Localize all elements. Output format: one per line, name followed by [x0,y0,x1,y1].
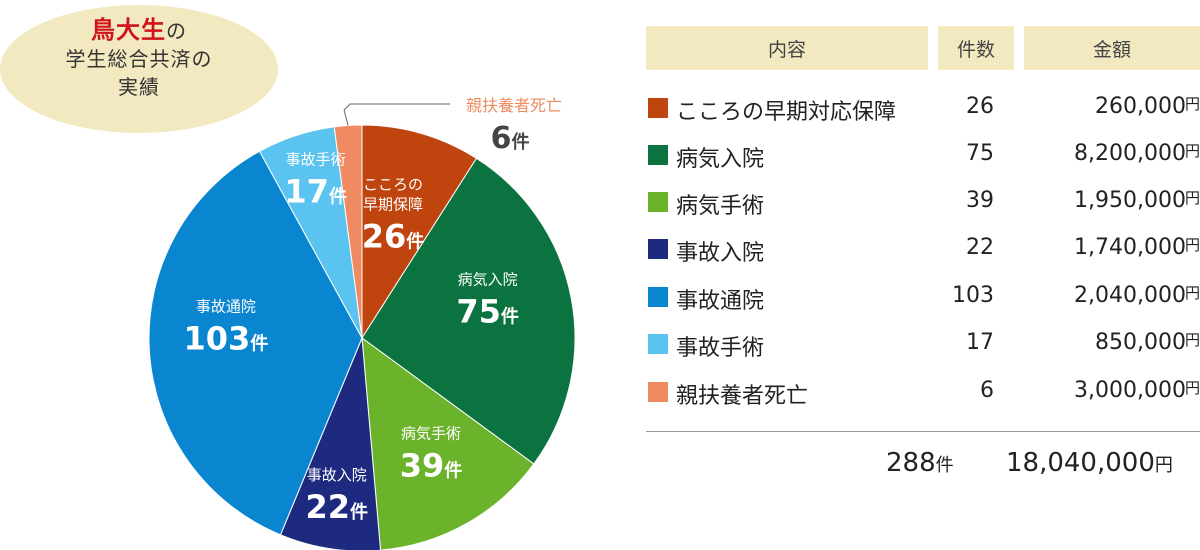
title-emphasis: 鳥大生 [91,16,166,44]
row-amount-value: 1,950,000 [1074,188,1186,213]
total-amount-value: 18,040,000 [1006,448,1155,478]
pie-slice [361,157,576,465]
row-name: 病気入院 [676,147,765,172]
yen-unit: 円 [1184,236,1200,254]
row-amount: 1,950,000 円 [1074,188,1200,213]
slice-label-name: 事故入院 [307,466,367,484]
slice-label-name: 病気手術 [401,425,461,443]
yen-unit: 円 [1184,95,1200,113]
table-row: 病気入院 75 8,200,000 円 [646,135,1200,175]
slice-label-name: こころの [363,176,423,194]
pie-labels: こころの早期保障26件病気入院75件病気手術39件事故入院22件事故通院103件… [183,96,562,526]
legend-swatch [648,145,668,165]
slice-label-name: 事故手術 [286,150,346,168]
row-count: 103 [952,283,994,308]
yen-unit: 円 [1184,331,1200,349]
slice-label-name: 病気入院 [458,270,518,288]
title-badge [0,5,278,133]
legend-swatch [648,98,668,118]
row-count: 17 [966,330,994,355]
row-name: 病気手術 [676,194,765,219]
row-amount-value: 2,040,000 [1074,283,1186,308]
row-count: 6 [980,378,994,403]
slice-label-count: 26件 [362,218,425,256]
slice-label-name: 親扶養者死亡 [466,96,562,115]
pie-slice [361,124,478,340]
count-unit: 件 [250,332,268,354]
count-unit: 件 [511,131,529,153]
row-amount-value: 8,200,000 [1074,141,1186,166]
slice-label-name: 事故通院 [196,297,256,315]
row-name: 親扶養者死亡 [676,384,809,409]
row-amount: 2,040,000 円 [1074,283,1200,308]
header-amount: 金額 [1024,26,1200,70]
pie-slice [148,150,363,536]
yen-unit: 円 [1184,189,1200,207]
total-divider [646,431,1200,432]
table-row: 事故入院 22 1,740,000 円 [646,229,1200,269]
row-name: 事故手術 [676,336,765,361]
slice-label-count: 75件 [456,292,519,330]
count-unit: 件 [350,501,368,523]
row-count: 39 [966,188,994,213]
count-unit: 件 [406,231,424,253]
table-row: 事故手術 17 850,000 円 [646,324,1200,364]
pie-slice [361,336,535,550]
slice-label-count: 6件 [491,121,530,156]
row-name: 事故入院 [676,241,765,266]
pie-slices [148,124,576,550]
legend-swatch [648,382,668,402]
title-line1-rest: の [166,19,187,43]
row-count: 75 [966,141,994,166]
leader-line [343,103,450,126]
total-count: 288件 [886,448,954,478]
total-amount: 18,040,000円 [1006,448,1173,478]
count-unit: 件 [329,185,347,207]
table-row: こころの早期対応保障 26 260,000 円 [646,88,1200,128]
yen-unit: 円 [1184,142,1200,160]
chart-title: 鳥大生の 学生総合共済の 実績 [0,16,278,101]
header-content: 内容 [646,26,928,70]
pie-slice [279,337,382,550]
row-amount: 850,000 円 [1095,330,1200,355]
legend-swatch [648,239,668,259]
total-count-value: 288 [886,448,936,478]
count-unit: 件 [501,305,519,327]
title-line3: 実績 [118,75,160,99]
count-unit: 件 [444,460,462,482]
row-amount-value: 1,740,000 [1074,235,1186,260]
row-amount: 1,740,000 円 [1074,235,1200,260]
pie-chart: こころの早期保障26件病気入院75件病気手術39件事故入院22件事故通院103件… [148,96,576,550]
yen-unit: 円 [1184,379,1200,397]
header-count: 件数 [938,26,1014,70]
total-count-unit: 件 [935,455,954,476]
legend-swatch [648,192,668,212]
row-amount: 260,000 円 [1095,94,1200,119]
table-row: 事故通院 103 2,040,000 円 [646,277,1200,317]
row-amount: 8,200,000 円 [1074,141,1200,166]
yen-unit: 円 [1184,284,1200,302]
table-row: 親扶養者死亡 6 3,000,000 円 [646,372,1200,412]
row-name: こころの早期対応保障 [676,100,897,125]
title-line2: 学生総合共済の [65,47,213,71]
total-amount-unit: 円 [1154,455,1173,476]
row-amount-value: 260,000 [1095,94,1186,119]
row-name: 事故通院 [676,289,765,314]
row-amount: 3,000,000 円 [1074,378,1200,403]
row-amount-value: 850,000 [1095,330,1186,355]
legend-swatch [648,287,668,307]
row-count: 26 [966,94,994,119]
row-count: 22 [966,235,994,260]
row-amount-value: 3,000,000 [1074,378,1186,403]
table-row: 病気手術 39 1,950,000 円 [646,182,1200,222]
legend-swatch [648,334,668,354]
slice-label-name: 早期保障 [363,196,423,214]
